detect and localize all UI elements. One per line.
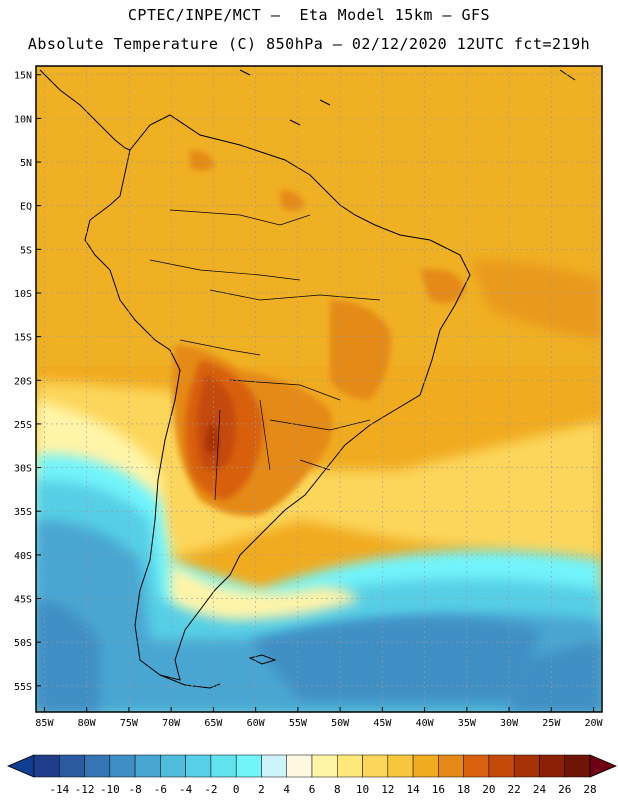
colorbar-swatch (261, 754, 287, 778)
colorbar-swatch (362, 754, 389, 778)
colorbar-label: 2 (258, 783, 265, 796)
colorbar-label: -14 (49, 783, 69, 796)
lat-label: 35S (14, 507, 32, 518)
colorbar-swatch (412, 754, 439, 778)
lon-label: 40W (416, 718, 435, 729)
colorbar-swatch (210, 754, 237, 778)
lon-label: 80W (78, 718, 97, 729)
coastlines (39, 69, 576, 689)
colorbar-swatch (488, 754, 515, 778)
colorbar-swatch (84, 754, 111, 778)
colorbar-swatch (564, 754, 591, 778)
colorbar-label: 16 (432, 783, 445, 796)
colorbar-swatch (286, 754, 313, 778)
lon-label: 45W (373, 718, 392, 729)
colorbar-low-arrow (6, 754, 35, 778)
colorbar-swatch (463, 754, 490, 778)
colorbar-high-arrow (589, 754, 618, 778)
colorbar-swatch (311, 754, 338, 778)
caribbean-islands (239, 69, 576, 126)
lon-label: 55W (289, 718, 308, 729)
colorbar-label: 14 (406, 783, 420, 796)
colorbar-label: -4 (179, 783, 193, 796)
colorbar-swatch (337, 754, 363, 778)
lon-label: 35W (458, 718, 477, 729)
longitude-labels: 85W 80W 75W 70W 65W 60W 55W 50W 45W 40W 35W 30W 25W 2… (35, 718, 603, 729)
tierra-del-fuego (159, 674, 221, 689)
title-line-1: CPTEC/INPE/MCT – Eta Model 15km – GFS (127, 6, 491, 24)
graticule (36, 66, 602, 712)
lon-label: 75W (120, 718, 139, 729)
colorbar-label: -10 (100, 783, 120, 796)
colorbar-swatch (33, 754, 60, 778)
lon-label: 25W (542, 718, 561, 729)
lat-label: 40S (14, 551, 32, 562)
internal-borders (149, 209, 381, 501)
lon-label: 85W (35, 718, 54, 729)
colorbar-label: 0 (233, 783, 240, 796)
lon-label: 65W (204, 718, 223, 729)
lat-label: 50S (14, 638, 32, 649)
colorbar-label: -12 (75, 783, 95, 796)
colorbar-swatch (387, 754, 414, 778)
lat-label: 10S (14, 289, 32, 300)
colorbar-swatch (513, 754, 540, 778)
colorbar-label: 20 (482, 783, 495, 796)
map-frame (35, 65, 603, 713)
colorbar-label: 18 (457, 783, 470, 796)
colorbar: -14 -12 -10 -8 -6 -4 -2 0 2 4 6 8 10 12 14 16 18 20 22 24 26… (6, 754, 618, 796)
colorbar-swatch (109, 754, 136, 778)
colorbar-swatch (59, 754, 85, 778)
colorbar-label: -8 (128, 783, 141, 796)
lon-label: 20W (585, 718, 604, 729)
lat-label: 5N (20, 158, 32, 169)
colorbar-swatch (539, 754, 565, 778)
central-america-coast (39, 69, 131, 151)
colorbar-label: 10 (356, 783, 369, 796)
colorbar-label: 12 (381, 783, 394, 796)
lon-label: 50W (331, 718, 350, 729)
lon-label: 30W (500, 718, 519, 729)
south-america-coast (84, 114, 471, 681)
lon-label: 60W (247, 718, 266, 729)
temperature-field (36, 66, 602, 712)
latitude-labels: 15N 10N 5N EQ 5S 10S 15S 20S 25S 30S 35S 40S 45S 50S 5… (14, 71, 32, 693)
lat-label: 30S (14, 464, 32, 475)
colorbar-label: 28 (583, 783, 596, 796)
colorbar-label: 6 (309, 783, 316, 796)
lat-label: 20S (14, 376, 32, 387)
falklands (248, 654, 277, 665)
colorbar-label: -6 (154, 783, 167, 796)
colorbar-label: 4 (283, 783, 290, 796)
lat-label: 15N (14, 71, 32, 82)
colorbar-label: 22 (508, 783, 521, 796)
lat-label: 25S (14, 420, 32, 431)
title-line-2: Absolute Temperature (C) 850hPa – 02/12/… (27, 35, 591, 53)
lat-label: 10N (14, 114, 32, 125)
lat-label: EQ (20, 202, 32, 213)
lat-label: 55S (14, 682, 32, 693)
colorbar-label: -2 (204, 783, 217, 796)
lon-label: 70W (162, 718, 181, 729)
colorbar-swatch (160, 754, 186, 778)
colorbar-swatch (438, 754, 464, 778)
colorbar-swatch (185, 754, 212, 778)
lat-label: 15S (14, 333, 32, 344)
colorbar-label: 24 (533, 783, 547, 796)
lat-label: 5S (20, 245, 32, 256)
colorbar-label: 8 (334, 783, 341, 796)
colorbar-swatch (235, 754, 262, 778)
colorbar-label: 26 (558, 783, 571, 796)
colorbar-swatch (134, 754, 161, 778)
lat-label: 45S (14, 595, 32, 606)
